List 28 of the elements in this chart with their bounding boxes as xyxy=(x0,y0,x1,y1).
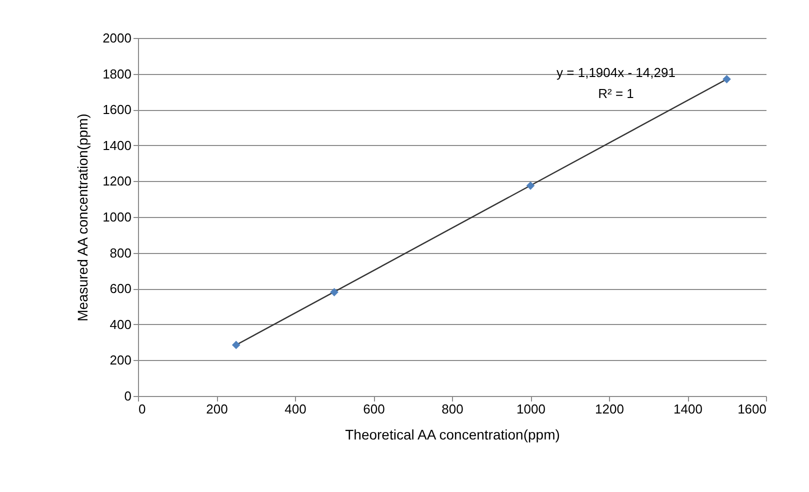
y-tick-label: 0 xyxy=(124,388,132,404)
x-axis-title: Theoretical AA concentration(ppm) xyxy=(345,426,560,442)
y-tick-label: 800 xyxy=(110,245,132,260)
y-tick-label: 1000 xyxy=(102,210,132,224)
x-tick-label: 600 xyxy=(363,402,385,416)
y-tick-label: 1800 xyxy=(102,66,132,82)
point xyxy=(330,288,338,296)
y-tick-label: 400 xyxy=(110,316,132,332)
x-tick-label: 400 xyxy=(284,402,306,416)
x-tick-label: 200 xyxy=(206,402,228,416)
x-tick-label: 0 xyxy=(138,402,146,416)
y-tick-label: 1600 xyxy=(102,102,132,118)
y-tick-label: 1400 xyxy=(102,138,132,153)
x-tick-label: 1000 xyxy=(516,402,546,416)
y-tick-label: 1200 xyxy=(102,174,132,189)
y-tick-label: 600 xyxy=(110,281,132,296)
point xyxy=(526,181,535,190)
x-tick-label: 1200 xyxy=(595,402,624,416)
x-tick-label: 800 xyxy=(442,402,464,416)
y-axis-title: Measured AA concentration(ppm) xyxy=(74,114,91,322)
y-tick-label: 2000 xyxy=(102,30,132,46)
x-tick-label: 1600 xyxy=(738,402,766,416)
y-tick-label: 200 xyxy=(110,352,132,368)
point xyxy=(722,74,731,84)
annotation: R² = 1 xyxy=(598,86,634,101)
x-tick-label: 1400 xyxy=(674,402,702,416)
annotation: y = 1,1904x - 14,291 xyxy=(556,65,676,80)
point xyxy=(232,340,240,350)
